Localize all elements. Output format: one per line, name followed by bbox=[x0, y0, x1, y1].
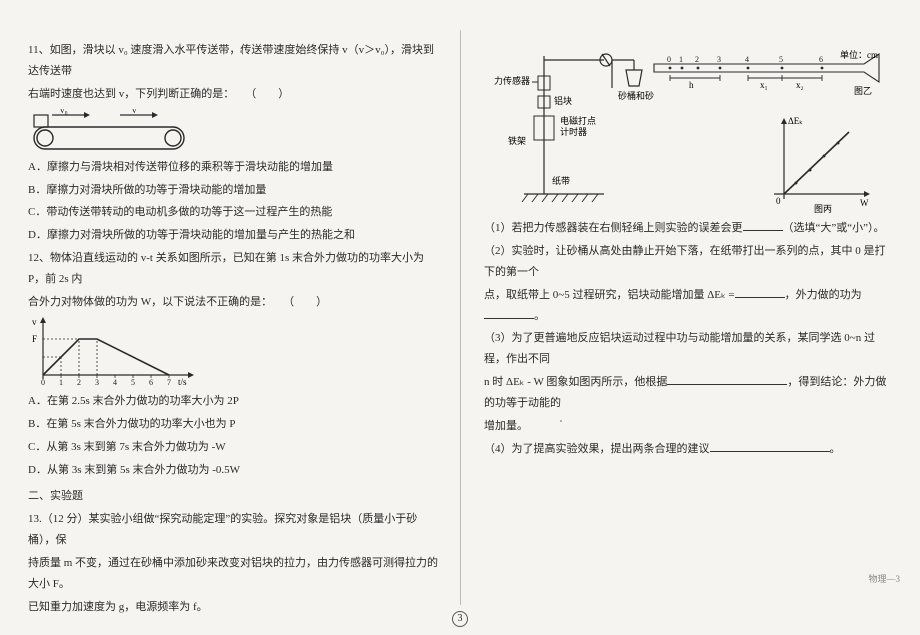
speck-icon bbox=[560, 420, 562, 422]
q13-3a: （3）为了更普遍地反应铝块运动过程中功与动能增加量的关系，某同学选 0~n 过程… bbox=[484, 328, 892, 370]
svg-text:0: 0 bbox=[776, 196, 781, 206]
svg-text:5: 5 bbox=[131, 378, 135, 387]
svg-text:7: 7 bbox=[167, 378, 171, 387]
svg-text:铝块: 铝块 bbox=[554, 95, 572, 106]
blank-2 bbox=[735, 286, 785, 298]
q11-opt-d: D．摩擦力对滑块所做的功等于滑块动能的增加量与产生的热能之和 bbox=[28, 225, 440, 246]
blank-3 bbox=[484, 307, 534, 319]
svg-text:图乙: 图乙 bbox=[854, 86, 872, 96]
svg-text:图丙: 图丙 bbox=[814, 204, 832, 214]
svg-text:铁架: 铁架 bbox=[508, 135, 526, 146]
section-2-heading: 二、实验题 bbox=[28, 486, 440, 507]
q11-opt-a: A．摩擦力与滑块相对传送带位移的乘积等于滑块动能的增加量 bbox=[28, 157, 440, 178]
q13-line-3: 已知重力加速度为 g，电源频率为 f。 bbox=[28, 597, 440, 618]
q12-opt-c: C．从第 3s 末到第 7s 末合外力做功为 -W bbox=[28, 437, 440, 458]
svg-text:0: 0 bbox=[41, 378, 45, 387]
q13-4: （4）为了提高实验效果，提出两条合理的建议。 bbox=[484, 439, 892, 460]
page-number: 3 bbox=[452, 611, 468, 627]
speck-icon bbox=[240, 50, 243, 53]
v-label: v bbox=[132, 109, 137, 115]
q11-stem-2: 右端时速度也达到 v，下列判断正确的是： （ ） bbox=[28, 84, 440, 105]
svg-text:v: v bbox=[32, 317, 37, 327]
q13-line-2: 持质量 m 不变，通过在砂桶中添加砂来改变对铝块的拉力，由力传感器可测得拉力的大… bbox=[28, 553, 440, 595]
q12-opt-b: B．在第 5s 末合外力做功的功率大小也为 P bbox=[28, 414, 440, 435]
svg-text:计时器: 计时器 bbox=[560, 126, 587, 137]
svg-text:砂桶和砂: 砂桶和砂 bbox=[618, 90, 654, 101]
svg-text:h: h bbox=[689, 80, 694, 90]
q12-figure: v t/s 0 1 2 3 4 5 6 7 bbox=[28, 317, 440, 387]
blank-5 bbox=[710, 440, 830, 452]
q12-stem-2: 合外力对物体做的功为 W，以下说法不正确的是： （ ） bbox=[28, 292, 440, 313]
q12-stem-1: 12、物体沿直线运动的 v-t 关系如图所示，已知在第 1s 末合外力做功的功率… bbox=[28, 248, 440, 290]
svg-text:6: 6 bbox=[149, 378, 153, 387]
svg-text:x₂: x₂ bbox=[796, 80, 804, 90]
svg-text:1: 1 bbox=[679, 55, 683, 64]
v0-label: v₀ bbox=[60, 109, 68, 115]
q11-stem-1: 11、如图，滑块以 v₀ 速度滑入水平传送带，传送带速度始终保持 v（v＞v₀）… bbox=[28, 40, 440, 82]
q12-opt-d: D．从第 3s 末到第 5s 末合外力做功为 -0.5W bbox=[28, 460, 440, 481]
svg-text:4: 4 bbox=[113, 378, 117, 387]
svg-text:F: F bbox=[32, 334, 37, 344]
svg-text:6: 6 bbox=[819, 55, 823, 64]
svg-text:x₁: x₁ bbox=[760, 80, 768, 90]
q12-opt-a: A．在第 2.5s 末合外力做功的功率大小为 2P bbox=[28, 391, 440, 412]
column-divider bbox=[460, 30, 461, 605]
svg-text:1: 1 bbox=[59, 378, 63, 387]
footer-note: 物理—3 bbox=[868, 572, 900, 585]
svg-text:力传感器: 力传感器 bbox=[494, 75, 530, 86]
apparatus-figure: 力传感器 铝块 电磁打点 计时器 铁架 纸带 砂桶和砂 bbox=[484, 44, 892, 214]
svg-text:t/s: t/s bbox=[178, 377, 187, 387]
q13-2a: （2）实验时，让砂桶从高处由静止开始下落，在纸带打出一系列的点，其中 0 是打下… bbox=[484, 241, 892, 283]
svg-text:0: 0 bbox=[667, 55, 671, 64]
q13-line-1: 13.（12 分）某实验小组做“探究动能定理”的实验。探究对象是铝块（质量小于砂… bbox=[28, 509, 440, 551]
svg-text:ΔEₖ: ΔEₖ bbox=[788, 116, 803, 126]
svg-text:3: 3 bbox=[95, 378, 99, 387]
svg-text:3: 3 bbox=[717, 55, 721, 64]
svg-text:5: 5 bbox=[779, 55, 783, 64]
svg-text:单位：cm: 单位：cm bbox=[840, 49, 878, 60]
svg-text:纸带: 纸带 bbox=[552, 175, 570, 186]
svg-text:4: 4 bbox=[745, 55, 749, 64]
svg-text:W: W bbox=[860, 198, 869, 208]
q13-1: （1）若把力传感器装在右侧轻绳上则实验的误差会更（选填“大”或“小”）。 bbox=[484, 218, 892, 239]
svg-text:2: 2 bbox=[77, 378, 81, 387]
q13-3b: n 时 ΔEₖ - W 图象如图丙所示，他根据，得到结论：外力做的功等于动能的 bbox=[484, 372, 892, 414]
blank-1 bbox=[743, 219, 783, 231]
q13-2b: 点，取纸带上 0~5 过程研究，铝块动能增加量 ΔEₖ =，外力做的功为。 bbox=[484, 285, 892, 327]
q13-3c: 增加量。 bbox=[484, 416, 892, 437]
q11-opt-b: B．摩擦力对滑块所做的功等于滑块动能的增加量 bbox=[28, 180, 440, 201]
blank-4 bbox=[667, 373, 787, 385]
q11-figure: v₀ v bbox=[28, 109, 440, 153]
q11-opt-c: C．带动传送带转动的电动机多做的功等于这一过程产生的热能 bbox=[28, 202, 440, 223]
svg-text:2: 2 bbox=[695, 55, 699, 64]
svg-text:电磁打点: 电磁打点 bbox=[560, 115, 596, 126]
